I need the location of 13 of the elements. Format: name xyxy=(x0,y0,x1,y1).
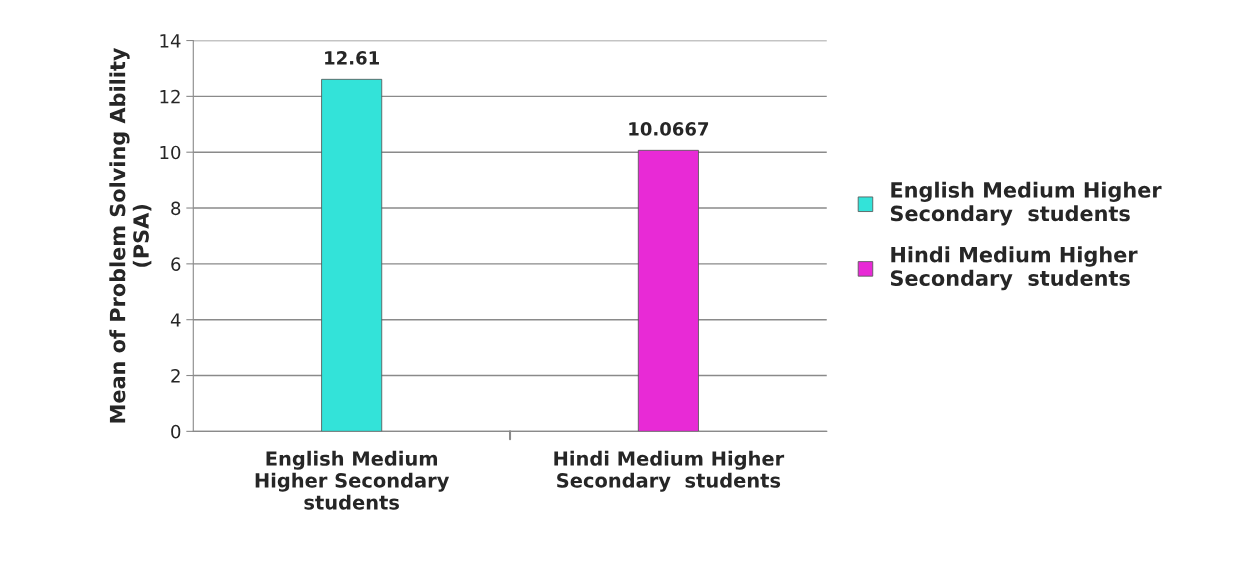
legend-label: Hindi Medium Higher Secondary students xyxy=(890,246,1138,291)
y-tick-label: 4 xyxy=(170,313,181,327)
y-tick-label: 10 xyxy=(160,145,181,160)
y-tick-label: 2 xyxy=(171,368,180,383)
data-label: 10.0667 xyxy=(629,122,709,136)
y-tick-label: 8 xyxy=(171,201,181,216)
y-axis-title: Mean of Problem Solving Ability (PSA) xyxy=(109,47,152,423)
legend-label: English Medium Higher Secondary students xyxy=(890,181,1162,226)
y-tick-label: 6 xyxy=(171,257,181,271)
data-label: 12.61 xyxy=(325,51,379,65)
y-tick-label: 14 xyxy=(160,34,181,48)
y-tick-label: 12 xyxy=(160,89,180,104)
y-tick-label: 0 xyxy=(171,424,181,439)
